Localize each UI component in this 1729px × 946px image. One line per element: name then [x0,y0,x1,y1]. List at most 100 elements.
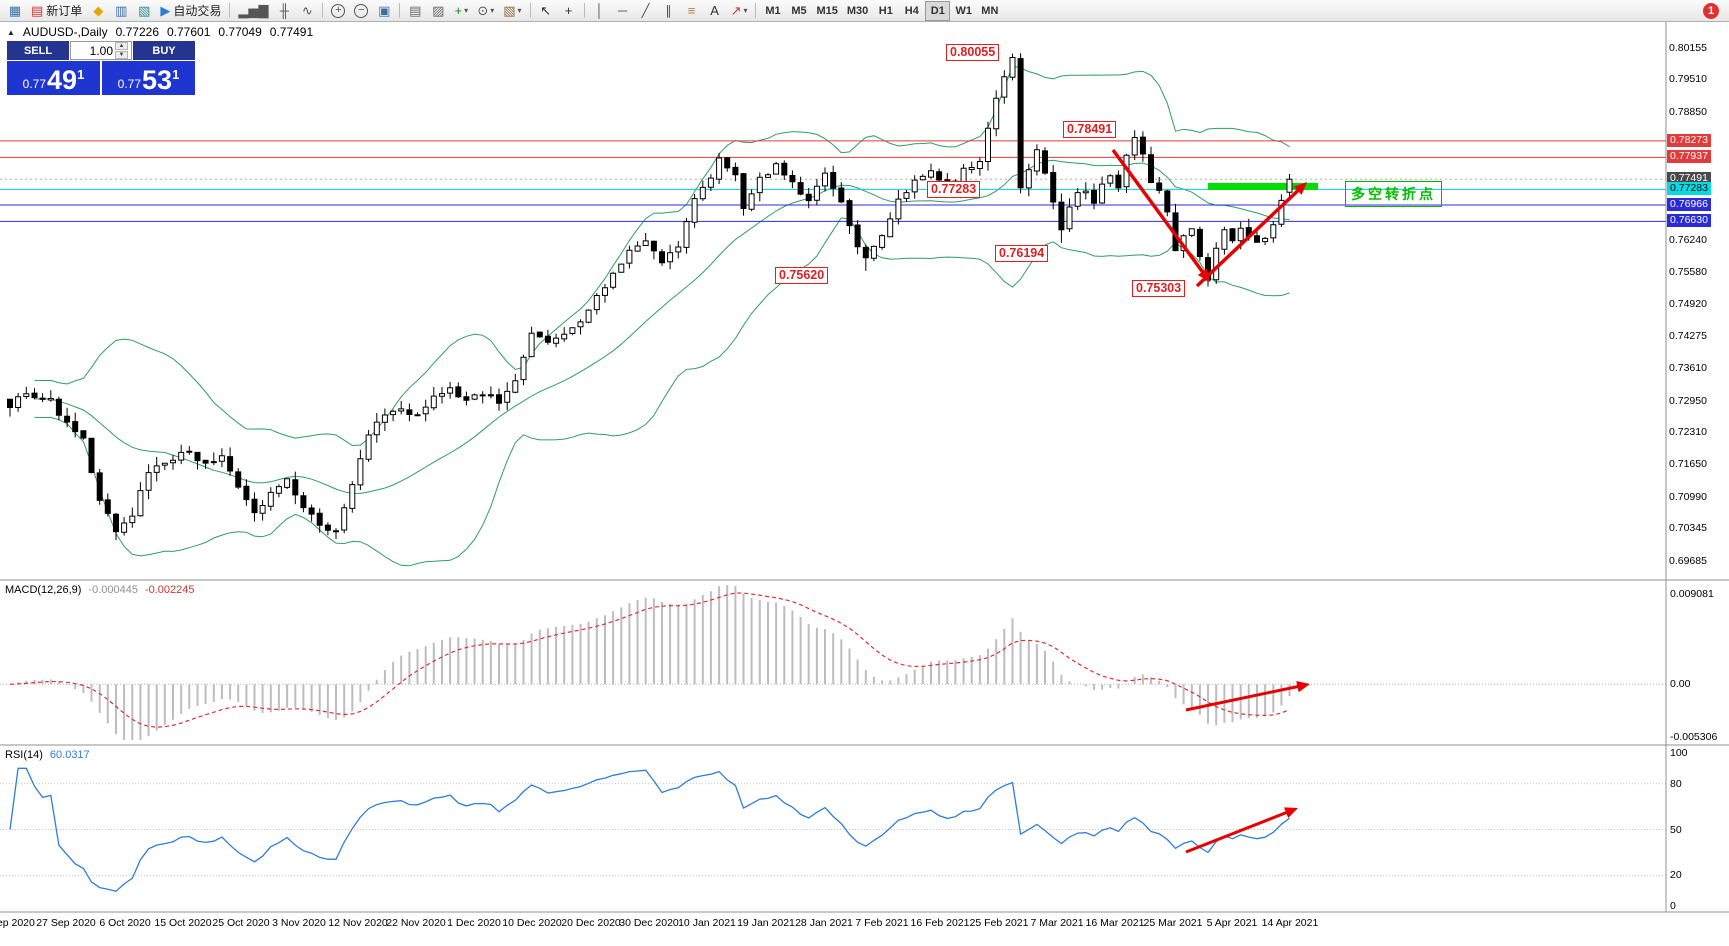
navigator-button[interactable]: ▧ [133,1,155,21]
volume-up-button[interactable]: ▲ [115,42,128,50]
tile-windows-button[interactable]: ▣ [373,1,395,21]
volume-input[interactable] [73,43,113,58]
toolbar-separator [755,3,757,18]
cascade-windows-button[interactable]: ▨ [427,1,449,21]
zoom-in-button[interactable]: + [327,1,349,21]
time-axis-label: 27 Sep 2020 [36,917,96,929]
arrow-tool-button[interactable]: ↗ ▾ [727,1,752,21]
cursor-icon: ↖ [540,2,552,18]
time-axis-label: 10 Jan 2021 [678,917,736,929]
chevron-down-icon: ▾ [490,6,495,15]
timeframe-m1[interactable]: M1 [765,4,781,17]
metaeditor-icon: ◆ [93,2,104,18]
periods-button[interactable]: ⊙ ▾ [473,1,498,21]
symbol-name: AUDUSD-,Daily [22,25,108,39]
volume-down-button[interactable]: ▼ [115,51,128,59]
sell-button[interactable]: SELL [7,41,69,60]
one-click-trading-panel: SELL ▲ ▼ BUY 0.77 49 1 0.77 53 1 [7,41,195,95]
bid-point: 1 [77,67,85,82]
ohlc-high: 0.77601 [167,25,211,39]
line-chart-button[interactable]: ∿ [296,1,318,21]
text-tool-button[interactable]: A [704,1,726,21]
price-axis-label: 0.76630 [1667,214,1711,227]
cursor-button[interactable]: ↖ [535,1,557,21]
time-axis-label: 6 Oct 2020 [99,917,151,929]
bar-chart-button[interactable]: ▂▅▇ [234,1,272,21]
highlight-bar[interactable] [1208,183,1318,190]
price-callout[interactable]: 0.75303 [1132,280,1186,297]
price-axis-label: 0.77937 [1667,150,1711,163]
one-click-collapse-arrow[interactable]: ▲ [7,27,15,37]
metaeditor-button[interactable]: ◆ [87,1,109,21]
market-watch-button[interactable]: ▥ [110,1,132,21]
new-order-button[interactable]: ▤ 新订单 [27,1,86,21]
auto-trading-button[interactable]: ▶ 自动交易 [156,1,225,21]
toolbar-separator [322,3,324,18]
ohlc-low: 0.77049 [218,25,262,39]
macd-axis-label: 0.009081 [1670,588,1714,600]
sell-price-button[interactable]: 0.77 49 1 [7,61,100,95]
horizontal-line-icon: ─ [617,3,628,18]
chevron-down-icon: ▾ [743,6,748,15]
timeframe-mn[interactable]: MN [981,4,999,17]
price-axis-label: 0.78850 [1669,106,1707,118]
timeframe-d1[interactable]: D1 [925,0,951,21]
channel-button[interactable]: ∥ [658,1,680,21]
channel-icon: ∥ [665,2,672,18]
new-chart-icon: ▦ [8,2,22,18]
rsi-axis-label: 100 [1670,747,1688,759]
price-axis-label: 0.74920 [1669,298,1707,310]
time-axis-label: 7 Mar 2021 [1030,917,1084,929]
turning-point-annotation[interactable]: 多空转折点 [1345,181,1442,207]
timeframe-m5[interactable]: M5 [791,4,807,17]
bid-pips: 49 [47,65,78,95]
timeframe-h1[interactable]: H1 [878,4,893,17]
rsi-axis-label: 80 [1670,778,1682,790]
volume-stepper[interactable]: ▲ ▼ [70,41,132,60]
timeframe-h4[interactable]: H4 [904,4,919,17]
toolbar-separator [399,3,401,18]
macd-arrow[interactable] [1185,681,1310,712]
crosshair-button[interactable]: + [558,1,580,21]
time-axis-label: 12 Nov 2020 [328,917,388,929]
trend-arrow-up[interactable] [1195,182,1307,288]
timeframe-w1[interactable]: W1 [955,4,973,17]
fibonacci-button[interactable]: ≡ [681,1,703,21]
time-axis-label: 16 Feb 2021 [910,917,970,929]
price-callout[interactable]: 0.80055 [946,44,1000,61]
rsi-arrow[interactable] [1185,807,1298,854]
price-callout[interactable]: 0.75620 [775,267,829,284]
price-axis-label: 0.75580 [1669,266,1707,278]
price-axis-label: 0.72950 [1669,395,1707,407]
zoom-out-button[interactable]: − [350,1,372,21]
timeframe-m30[interactable]: M30 [846,4,869,17]
horizontal-line-button[interactable]: ─ [612,1,634,21]
notifications-badge[interactable]: 1 [1703,2,1719,19]
price-axis-label: 0.74275 [1669,330,1707,342]
arrange-windows-button[interactable]: ▤ [404,1,426,21]
time-axis-label: 25 Oct 2020 [212,917,270,929]
buy-button[interactable]: BUY [133,41,195,60]
macd-main-value: -0.000445 [88,584,138,596]
rsi-name: RSI(14) [5,749,43,761]
timeframe-m15[interactable]: M15 [816,4,838,17]
time-axis-label: 19 Jan 2021 [737,917,795,929]
price-callout[interactable]: 0.77283 [927,181,981,198]
trendline-button[interactable]: ╱ [635,1,657,21]
price-callout[interactable]: 0.78491 [1063,121,1117,138]
price-callout[interactable]: 0.76194 [995,245,1049,262]
candlestick-chart-icon: ╫ [279,3,289,18]
price-axis-label: 0.79510 [1669,73,1707,85]
crosshair-icon: + [564,3,573,18]
auto-trading-button-label: 自动交易 [173,4,222,18]
time-axis-label: 28 Jan 2021 [795,917,853,929]
toolbar-separator [583,3,585,18]
time-axis-label: 7 Feb 2021 [855,917,909,929]
buy-price-button[interactable]: 0.77 53 1 [102,61,195,95]
indicators-button[interactable]: + ▾ [450,1,472,21]
new-chart-button[interactable]: ▦ [4,1,26,21]
candlestick-chart-button[interactable]: ╫ [273,1,295,21]
templates-button[interactable]: ▧ ▾ [499,1,525,21]
vertical-line-button[interactable]: │ [589,1,611,21]
